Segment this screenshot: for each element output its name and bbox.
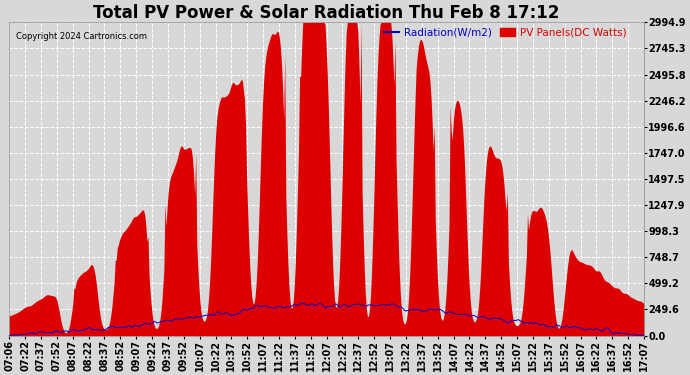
- Text: Copyright 2024 Cartronics.com: Copyright 2024 Cartronics.com: [15, 32, 146, 41]
- Legend: Radiation(W/m2), PV Panels(DC Watts): Radiation(W/m2), PV Panels(DC Watts): [384, 27, 626, 38]
- Title: Total PV Power & Solar Radiation Thu Feb 8 17:12: Total PV Power & Solar Radiation Thu Feb…: [93, 4, 560, 22]
